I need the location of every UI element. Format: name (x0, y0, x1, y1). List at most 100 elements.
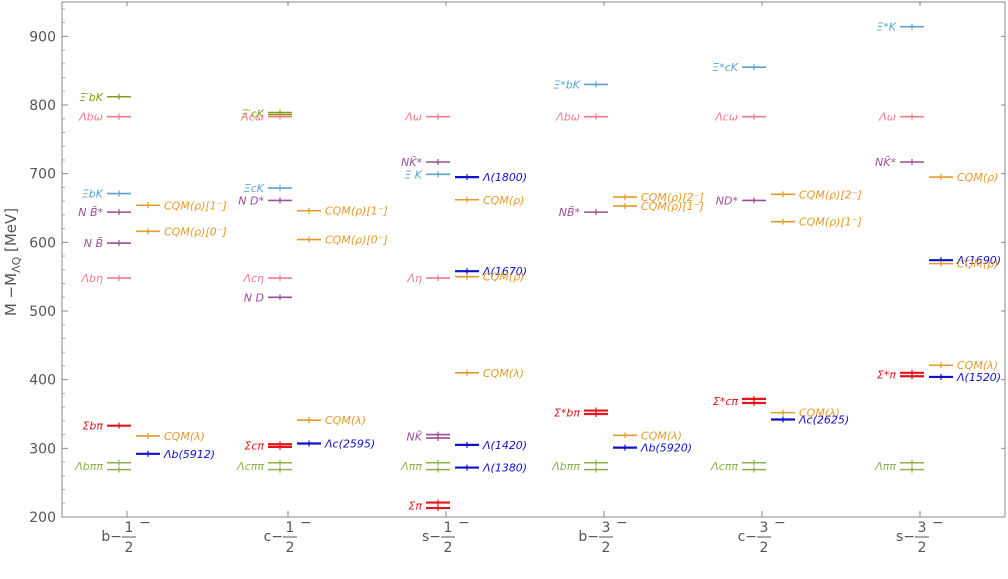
level-1-23: Λc(2595) (297, 438, 375, 451)
x-category-prefix: c− (738, 529, 757, 545)
level-1-16: Λcη (242, 272, 292, 285)
level-label: Λω (404, 111, 422, 124)
level-label: Σ*cπ (713, 395, 738, 408)
level-2-24: Λω (404, 111, 450, 124)
level-label: CQM(ρ)[1⁻] (325, 205, 388, 218)
level-label: Λcππ (710, 460, 738, 473)
level-5-61: CQM(ρ) (929, 171, 998, 184)
level-0-9: CQM(ρ)[0⁻] (136, 225, 227, 238)
level-label: CQM(ρ)[1⁻] (164, 199, 227, 212)
level-label: Ξ*bK (553, 78, 580, 91)
level-label: Λbω (78, 111, 103, 124)
level-0-7: Λbππ (74, 459, 131, 473)
level-2-36: Λ(1420) (455, 439, 527, 452)
level-label: Σcπ (244, 440, 264, 453)
level-2-32: CQM(ρ) (455, 194, 524, 207)
level-label: Λ(1800) (482, 171, 527, 184)
level-label: Λη (407, 272, 423, 285)
level-label: CQM(λ) (799, 407, 840, 420)
level-label: Λcη (242, 272, 264, 285)
x-category-prefix: s− (422, 529, 441, 545)
level-2-29: Λππ (400, 459, 450, 473)
x-category-parity: − (616, 515, 628, 531)
y-tick-label: 700 (29, 167, 56, 183)
level-label: N B̄* (78, 206, 103, 219)
level-label: CQM(ρ)[0⁻] (164, 225, 227, 238)
level-1-21: CQM(ρ)[0⁻] (297, 234, 388, 247)
level-4-51: Λcππ (710, 459, 766, 473)
level-0-5: Λbη (81, 272, 131, 285)
x-category-prefix: c− (264, 529, 283, 545)
level-label: Σπ (408, 499, 422, 512)
x-category-label-b-1: b−1 −2 (101, 515, 150, 556)
level-label: CQM(ρ) (483, 194, 524, 207)
level-label: CQM(λ) (325, 414, 366, 427)
x-category-prefix: b− (578, 529, 599, 545)
level-1-17: N D (244, 291, 292, 304)
level-3-38: Ξ*bK (553, 78, 608, 91)
level-label: Λ(1420) (482, 439, 527, 452)
x-category-prefix: b− (101, 529, 122, 545)
level-label: Λ(1520) (956, 371, 1001, 384)
level-label: Λb(5912) (163, 448, 215, 461)
level-2-26: Ξ K (404, 168, 450, 181)
y-tick-label: 400 (29, 373, 56, 389)
level-2-33: Λ(1670) (455, 265, 527, 278)
level-label: Λππ (874, 460, 896, 473)
level-label: N B̄ (84, 237, 103, 250)
level-label: CQM(λ) (641, 429, 682, 442)
level-2-27: Λη (407, 272, 450, 285)
level-1-19: Λcππ (236, 459, 292, 473)
level-5-57: Λω (878, 111, 924, 124)
level-3-44: CQM(ρ)[1⁻] (613, 200, 704, 213)
level-5-63: CQM(ρ) (929, 258, 998, 271)
level-3-43: CQM(ρ)[2⁻] (613, 191, 704, 204)
level-4-55: Λc(2625) (771, 413, 849, 426)
y-tick-label: 200 (29, 510, 56, 526)
level-1-15: N D* (238, 194, 292, 207)
axes (61, 1, 1006, 518)
level-0-10: CQM(λ) (136, 430, 205, 443)
x-category-numerator: 3 (602, 520, 611, 536)
x-category-label-s-3: s−3 −2 (896, 515, 944, 556)
level-label: CQM(ρ) (957, 171, 998, 184)
level-4-54: CQM(λ) (771, 407, 840, 420)
level-label: N D (244, 291, 264, 304)
level-3-46: Λb(5920) (613, 442, 692, 455)
x-category-denominator: 2 (286, 540, 295, 556)
level-0-2: ΞbK (82, 188, 131, 201)
level-label: CQM(ρ) (483, 271, 524, 284)
level-label: CQM(λ) (164, 430, 205, 443)
level-label: Λbππ (551, 460, 580, 473)
level-0-6: Σbπ (82, 420, 131, 433)
x-category-numerator: 1 (444, 520, 453, 536)
level-1-13: Λcω (240, 111, 292, 124)
x-category-denominator: 2 (125, 540, 134, 556)
level-label: Λ(1690) (956, 254, 1001, 267)
level-label: CQM(λ) (957, 359, 998, 372)
x-category-numerator: 3 (760, 520, 769, 536)
level-label: Λππ (400, 460, 422, 473)
level-3-40: NB̄* (559, 206, 608, 219)
level-label: Λcω (714, 111, 738, 124)
x-category-denominator: 2 (760, 540, 769, 556)
x-category-parity: − (458, 515, 470, 531)
level-5-60: Λππ (874, 459, 924, 473)
level-0-8: CQM(ρ)[1⁻] (136, 199, 227, 212)
level-label: Λc(2595) (324, 438, 375, 451)
level-5-56: Ξ*K (876, 21, 924, 34)
level-label: Σbπ (82, 420, 103, 433)
level-label: NK̄* (401, 156, 422, 169)
level-label: Λb(5920) (640, 442, 692, 455)
level-5-58: NK̄* (875, 156, 924, 169)
x-category-label-c-3: c−3 −2 (738, 515, 786, 556)
y-tick-label: 900 (29, 29, 56, 45)
level-label: Σ*π (877, 369, 896, 382)
level-2-37: Λ(1380) (455, 462, 527, 475)
level-3-45: CQM(λ) (613, 429, 682, 442)
plot-frame (61, 1, 1006, 518)
level-label: NK̄ (407, 430, 423, 443)
level-5-65: Λ(1520) (929, 371, 1001, 384)
y-axis-title: M −MΛQ [MeV] (2, 208, 23, 316)
